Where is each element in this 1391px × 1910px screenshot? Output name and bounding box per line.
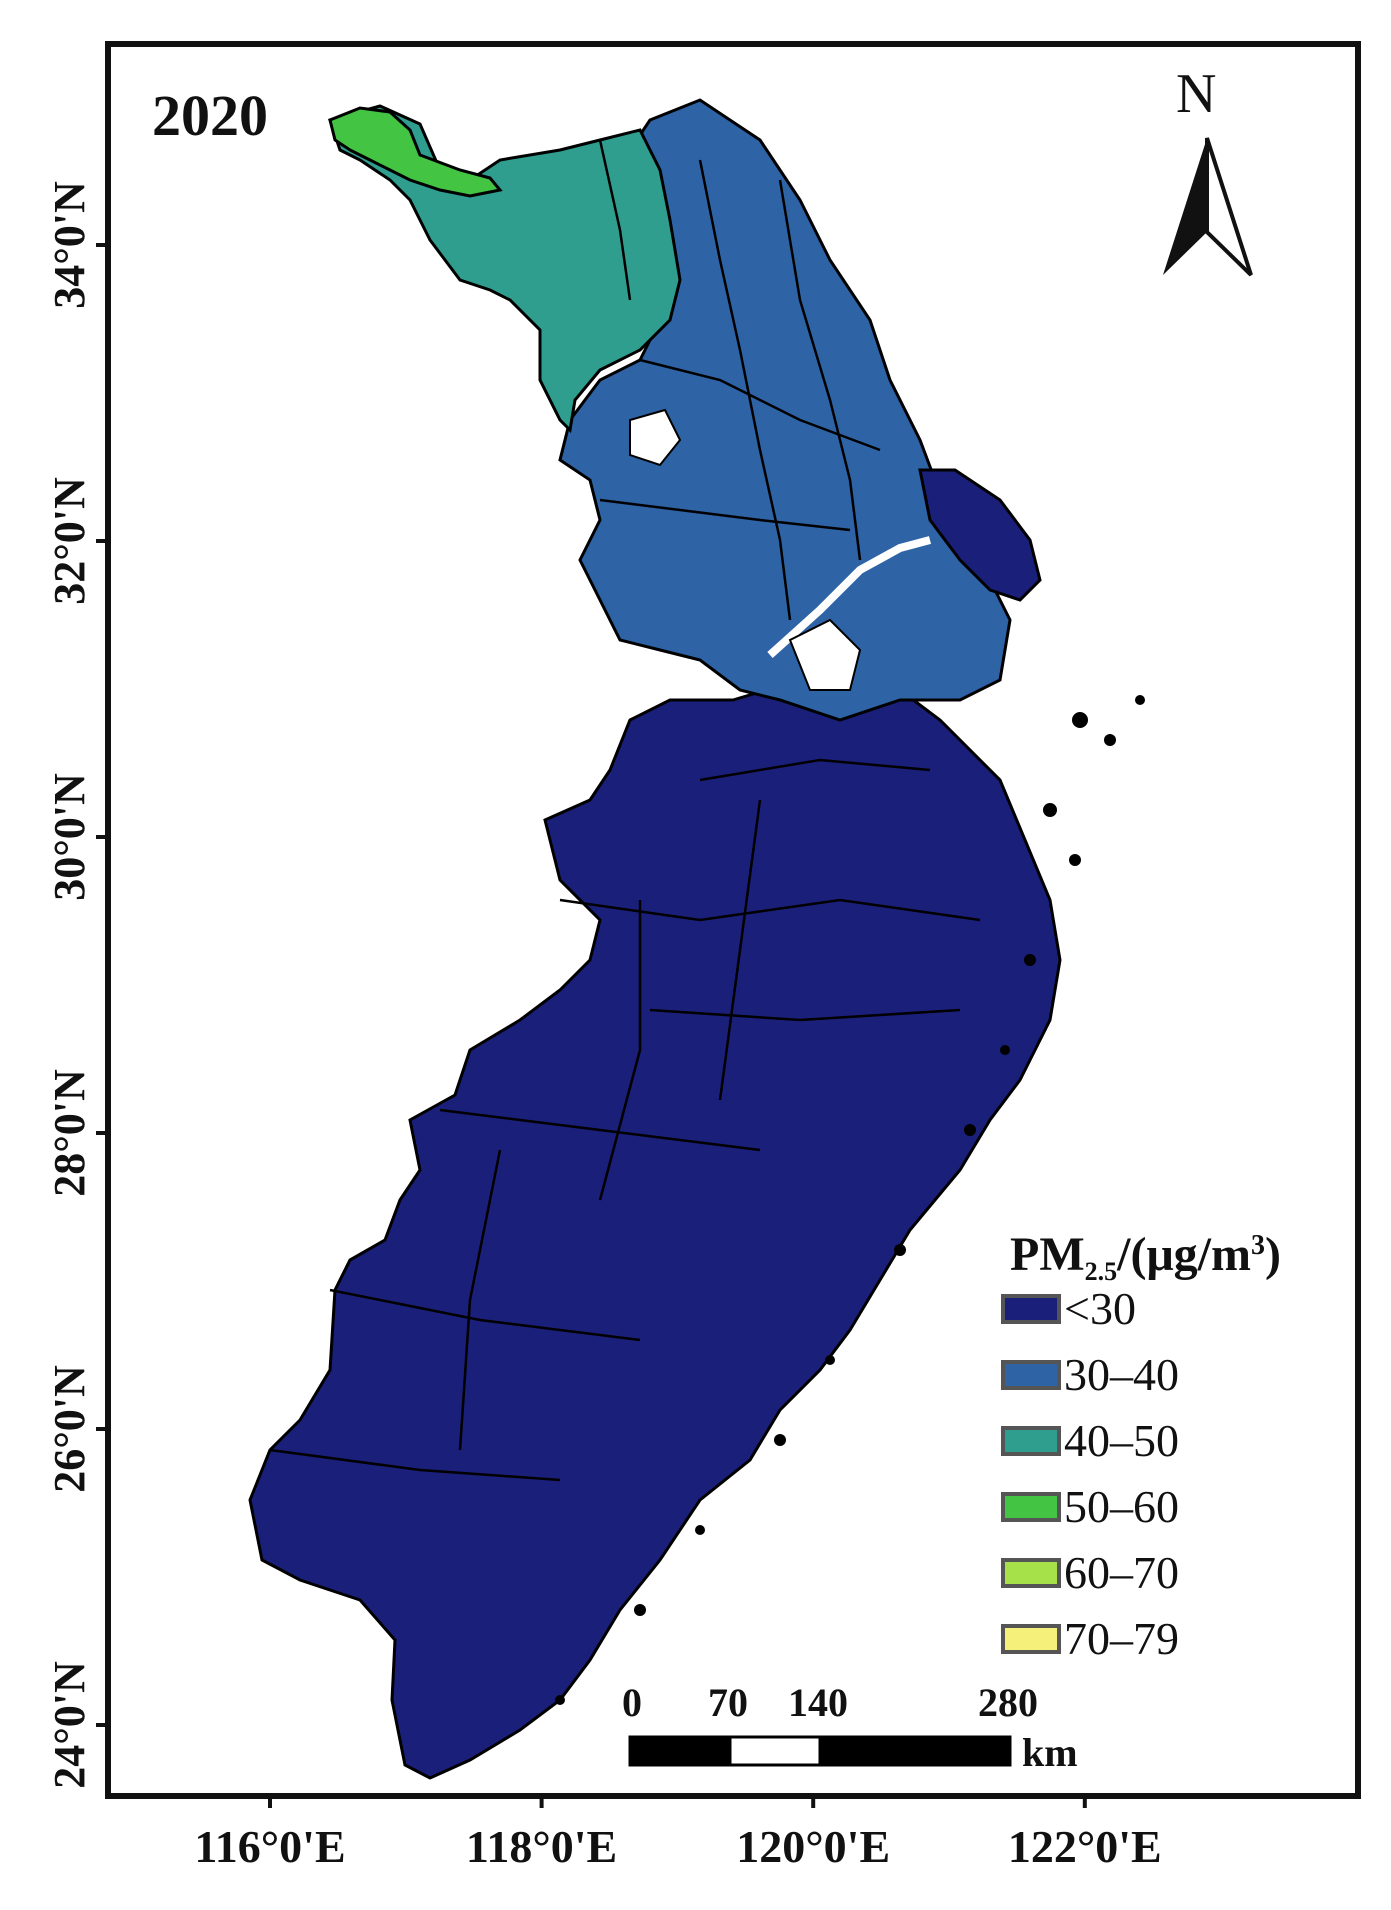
scale-unit: km <box>1022 1730 1078 1775</box>
legend-title: PM2.5/(μg/m3) <box>1010 1228 1281 1286</box>
legend-swatch <box>1001 1558 1061 1588</box>
north-arrow-icon: N <box>1163 63 1253 277</box>
legend-swatch <box>1001 1624 1061 1654</box>
legend-swatch <box>1001 1492 1061 1522</box>
legend-swatch <box>1001 1426 1061 1456</box>
lake-taihu <box>788 618 862 691</box>
lat-tick-label: 26°0'N <box>45 1365 94 1493</box>
north-label: N <box>1176 63 1216 125</box>
lat-tick-label: 32°0'N <box>45 477 94 605</box>
legend-swatch <box>1001 1294 1061 1324</box>
legend-label: 60–70 <box>1064 1547 1179 1598</box>
legend: PM2.5/(μg/m3) <30 30–40 40–50 50–60 60–70 70–… <box>1001 1228 1281 1664</box>
lat-tick-label: 28°0'N <box>45 1069 94 1197</box>
scale-tick-label: 280 <box>978 1680 1038 1725</box>
scale-tick-label: 140 <box>788 1680 848 1725</box>
longitude-axis: 116°0'E 118°0'E 120°0'E 122°0'E <box>194 1796 1162 1872</box>
legend-label: 30–40 <box>1064 1349 1179 1400</box>
yangtze-river <box>767 536 932 658</box>
lon-tick-label: 120°0'E <box>736 1821 890 1872</box>
lat-tick-label: 30°0'N <box>45 773 94 901</box>
scale-tick-label: 0 <box>622 1680 642 1725</box>
legend-label: 40–50 <box>1064 1415 1179 1466</box>
lat-tick-label: 34°0'N <box>45 181 94 309</box>
lon-tick-label: 118°0'E <box>466 1821 617 1872</box>
region-northwest-50-60 <box>328 106 503 198</box>
lon-tick-label: 122°0'E <box>1008 1821 1162 1872</box>
legend-label: <30 <box>1064 1283 1136 1334</box>
region-south-lt30 <box>248 678 1062 1780</box>
lon-tick-label: 116°0'E <box>194 1821 345 1872</box>
region-shanghai-lt30 <box>918 468 1042 602</box>
latitude-axis: 34°0'N 32°0'N 30°0'N 28°0'N 26°0'N 24°0'N <box>45 181 108 1789</box>
legend-label: 50–60 <box>1064 1481 1179 1532</box>
year-label: 2020 <box>152 83 268 148</box>
admin-boundaries <box>269 139 981 1482</box>
lake-hongze <box>629 408 682 467</box>
legend-swatch <box>1001 1360 1061 1390</box>
scale-bar: 0 70 140 280 km <box>622 1680 1078 1775</box>
region-northwest-40-50 <box>328 104 682 434</box>
lat-tick-label: 24°0'N <box>45 1661 94 1789</box>
coastal-islands <box>555 695 1145 1705</box>
legend-label: 70–79 <box>1064 1613 1179 1664</box>
scale-tick-label: 70 <box>708 1680 748 1725</box>
region-layer <box>248 98 1145 1780</box>
